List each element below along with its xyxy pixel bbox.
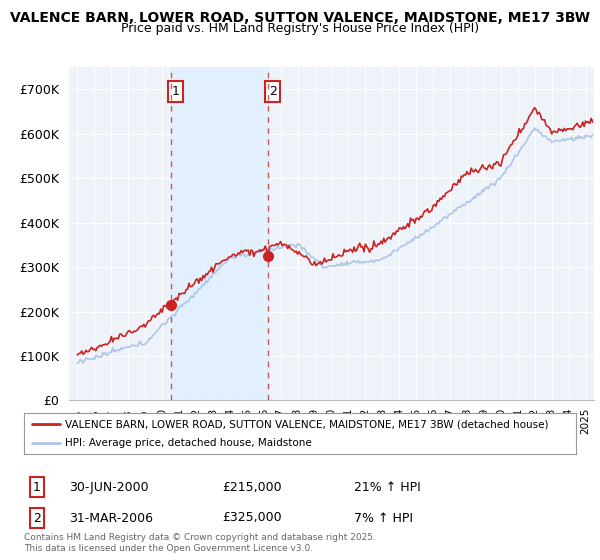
Text: 2: 2 bbox=[269, 85, 277, 98]
Text: 7% ↑ HPI: 7% ↑ HPI bbox=[354, 511, 413, 525]
Text: 2: 2 bbox=[33, 511, 41, 525]
Text: HPI: Average price, detached house, Maidstone: HPI: Average price, detached house, Maid… bbox=[65, 438, 312, 447]
Text: 21% ↑ HPI: 21% ↑ HPI bbox=[354, 480, 421, 494]
Text: 30-JUN-2000: 30-JUN-2000 bbox=[69, 480, 149, 494]
Text: VALENCE BARN, LOWER ROAD, SUTTON VALENCE, MAIDSTONE, ME17 3BW (detached house): VALENCE BARN, LOWER ROAD, SUTTON VALENCE… bbox=[65, 419, 549, 429]
Text: Price paid vs. HM Land Registry's House Price Index (HPI): Price paid vs. HM Land Registry's House … bbox=[121, 22, 479, 35]
Text: Contains HM Land Registry data © Crown copyright and database right 2025.
This d: Contains HM Land Registry data © Crown c… bbox=[24, 533, 376, 553]
Bar bbox=[170, 67, 268, 400]
Text: £325,000: £325,000 bbox=[222, 511, 281, 525]
Text: VALENCE BARN, LOWER ROAD, SUTTON VALENCE, MAIDSTONE, ME17 3BW: VALENCE BARN, LOWER ROAD, SUTTON VALENCE… bbox=[10, 11, 590, 25]
Text: 1: 1 bbox=[172, 85, 179, 98]
Text: 31-MAR-2006: 31-MAR-2006 bbox=[69, 511, 153, 525]
Text: £215,000: £215,000 bbox=[222, 480, 281, 494]
Text: 1: 1 bbox=[33, 480, 41, 494]
